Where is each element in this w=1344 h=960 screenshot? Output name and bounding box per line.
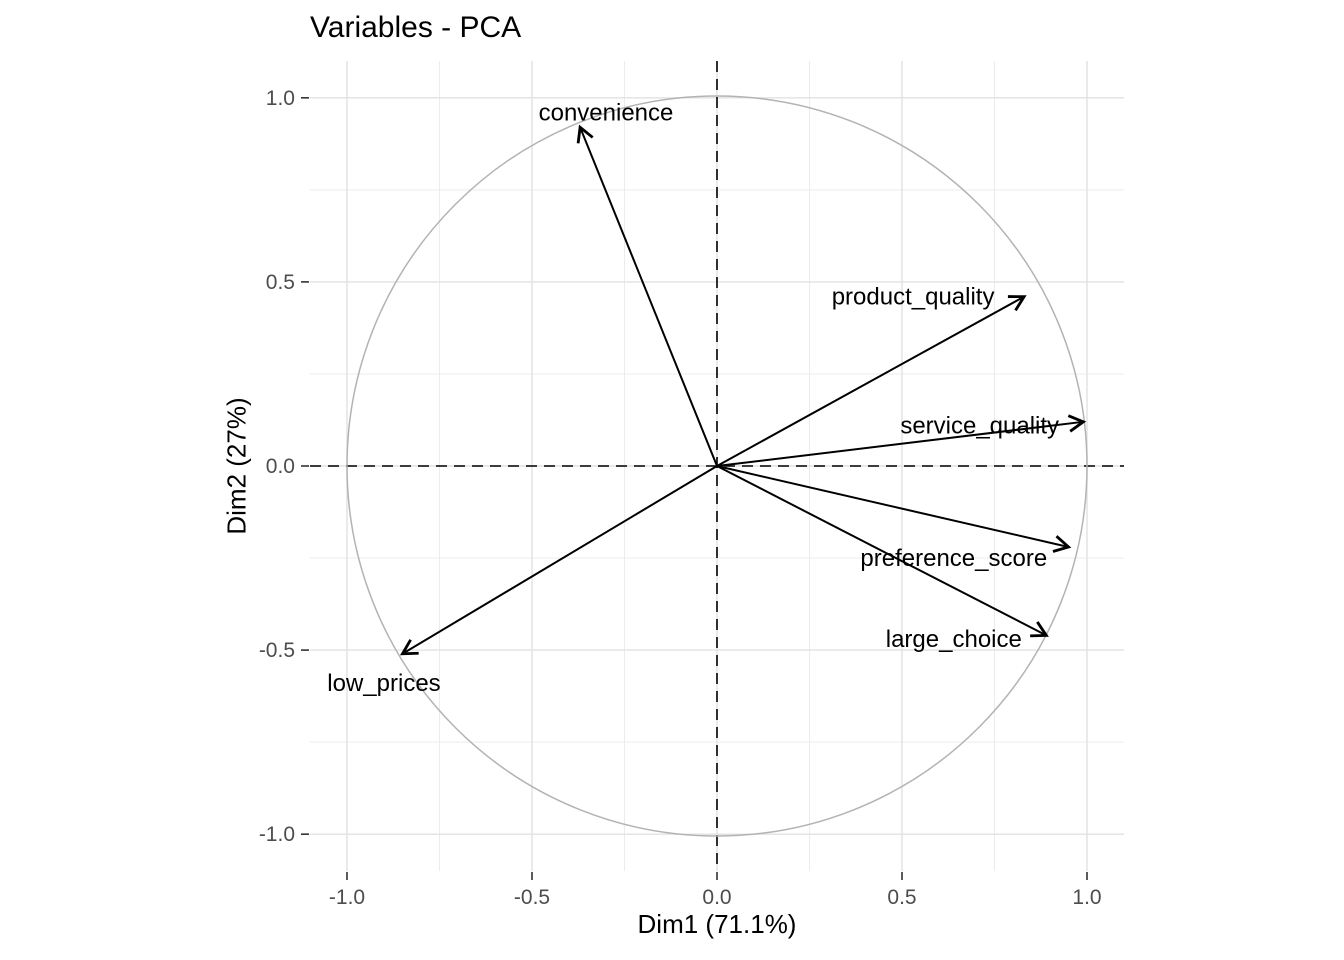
x-tick-label: 0.0 xyxy=(702,886,731,909)
variable-arrow-preference_score xyxy=(716,465,1072,553)
variable-label-large_choice: large_choice xyxy=(886,626,1022,653)
y-tick-label: -1.0 xyxy=(259,823,295,846)
variable-labels-layer: convenience product_quality service_qualit… xyxy=(327,100,1059,698)
variable-arrow-service_quality xyxy=(716,414,1087,467)
variable-label-preference_score: preference_score xyxy=(860,545,1047,572)
x-tick-label: 0.5 xyxy=(887,886,916,909)
variable-label-service_quality: service_quality xyxy=(900,413,1059,440)
y-tick-label: 0.0 xyxy=(266,455,295,478)
variable-label-product_quality: product_quality xyxy=(832,284,995,311)
variable-label-low_prices: low_prices xyxy=(327,670,440,697)
correlation-unit-circle xyxy=(346,95,1088,837)
unit-circle-layer xyxy=(346,95,1088,837)
variable-label-convenience: convenience xyxy=(539,100,674,127)
variable-arrow-large_choice xyxy=(716,465,1049,638)
y-tick-label: 1.0 xyxy=(266,87,295,110)
variable-arrow-product_quality xyxy=(716,295,1027,467)
axis-ticks-layer: -1.0 -1.0 -0.5 -0.5 0.0 0.0 0.5 0.5 1.0 1.0 xyxy=(259,87,1102,909)
y-tick-label: 0.5 xyxy=(266,271,295,294)
x-tick-label: -0.5 xyxy=(514,886,550,909)
variable-arrow-low_prices xyxy=(399,465,718,656)
x-tick-label: 1.0 xyxy=(1072,886,1101,909)
variable-arrows-layer xyxy=(399,124,1087,656)
chart-title: Variables - PCA xyxy=(310,11,522,44)
y-tick-label: -0.5 xyxy=(259,639,295,662)
x-tick-label: -1.0 xyxy=(329,886,365,909)
x-axis-label: Dim1 (71.1%) xyxy=(637,909,797,939)
variable-arrow-convenience xyxy=(576,124,718,467)
